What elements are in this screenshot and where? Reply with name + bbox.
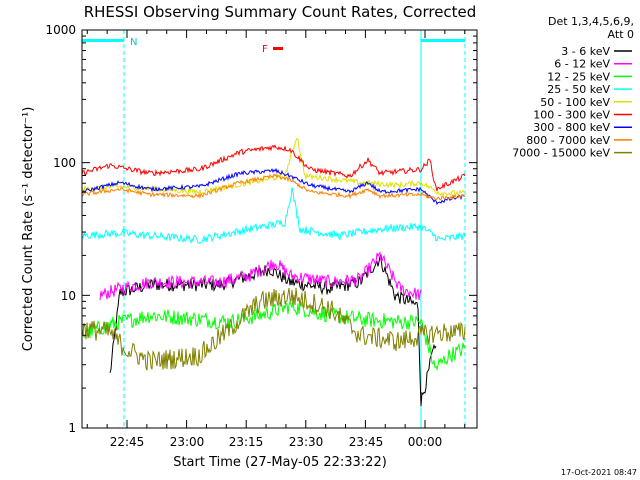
timestamp: 17-Oct-2021 08:47 <box>561 468 637 477</box>
night-marker: N <box>130 37 137 48</box>
legend-label-1: 6 - 12 keV <box>554 58 610 71</box>
series-line-5 <box>81 144 466 192</box>
series-group <box>81 137 466 407</box>
axes-group <box>82 30 477 429</box>
legend-label-3: 25 - 50 keV <box>547 83 610 96</box>
series-line-0 <box>109 254 437 407</box>
legend-label-2: 12 - 25 keV <box>547 70 610 83</box>
night-bar-left <box>82 39 124 42</box>
x-tick-0000: 00:00 <box>408 435 443 449</box>
series-line-7 <box>81 173 466 202</box>
series-line-4 <box>81 137 466 198</box>
flare-bar <box>273 47 283 50</box>
legend-label-5: 100 - 300 keV <box>533 109 610 122</box>
legend-label-4: 50 - 100 keV <box>540 96 610 109</box>
x-tick-2300: 23:00 <box>170 435 205 449</box>
flare-marker: F <box>262 44 268 55</box>
legend-label-8: 7000 - 15000 keV <box>512 147 610 160</box>
y-tick-1: 1 <box>68 421 76 435</box>
plot-frame <box>81 29 478 429</box>
y-tick-10: 10 <box>61 289 76 303</box>
detector-info-line1: Det 1,3,4,5,6,9, <box>548 15 634 28</box>
series-line-6 <box>81 167 466 206</box>
y-tick-100: 100 <box>53 156 76 170</box>
legend-label-0: 3 - 6 keV <box>561 45 610 58</box>
chart-title: RHESSI Observing Summary Count Rates, Co… <box>84 3 477 21</box>
night-bar-right <box>421 39 465 42</box>
x-tick-2345: 23:45 <box>349 435 384 449</box>
y-axis-label: Corrected Count Rate (s⁻¹ detector⁻¹) <box>21 107 36 352</box>
x-axis-label: Start Time (27-May-05 22:33:22) <box>173 455 387 470</box>
detector-info-line2: Att 0 <box>608 28 634 41</box>
y-tick-1000: 1000 <box>45 23 76 37</box>
series-line-1 <box>99 251 422 301</box>
legend-label-7: 800 - 7000 keV <box>526 134 610 147</box>
series-line-3 <box>81 187 466 245</box>
x-tick-2330: 23:30 <box>289 435 324 449</box>
legend-label-6: 300 - 800 keV <box>533 121 610 134</box>
x-tick-2315: 23:15 <box>229 435 264 449</box>
series-line-8 <box>81 287 466 371</box>
x-tick-2245: 22:45 <box>110 435 145 449</box>
